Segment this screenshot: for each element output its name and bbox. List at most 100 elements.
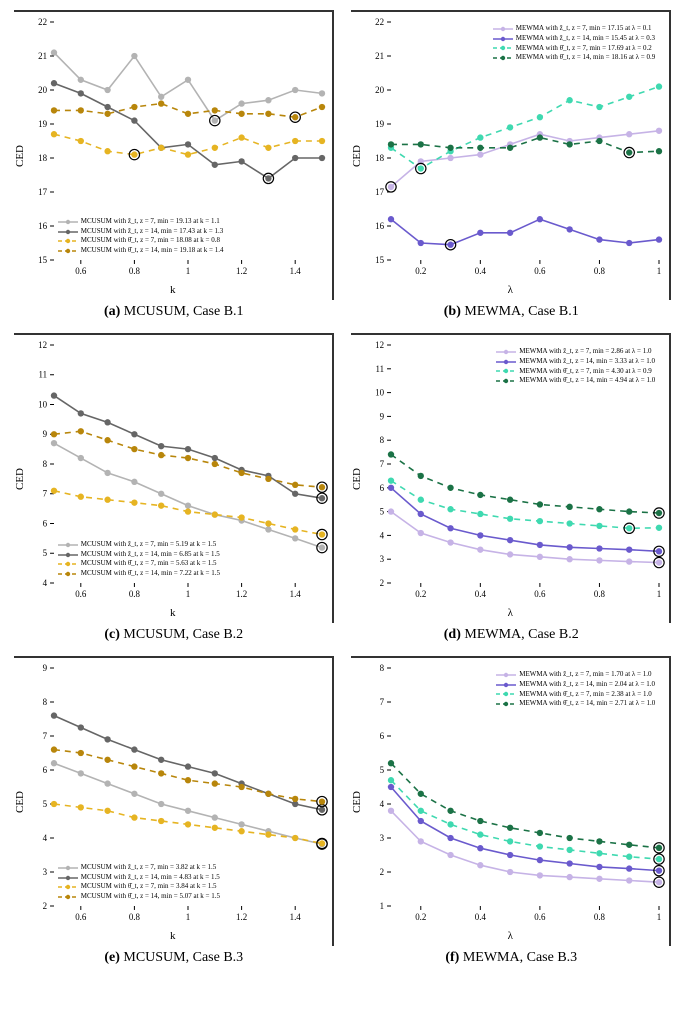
legend-item: MEWMA with ẑ_t, z = 14, min = 2.04 at λ … (496, 680, 655, 690)
svg-text:0.6: 0.6 (535, 912, 547, 922)
svg-text:22: 22 (38, 17, 47, 27)
legend-item: MEWMA with ẑ_t, z = 7, min = 17.15 at λ … (493, 24, 656, 34)
svg-text:0.6: 0.6 (75, 912, 87, 922)
svg-text:1.2: 1.2 (236, 589, 247, 599)
svg-text:4: 4 (42, 578, 47, 588)
svg-text:20: 20 (38, 85, 47, 95)
legend-label: MEWMA with θ̂_t, z = 14, min = 2.71 at λ… (519, 699, 655, 709)
chart-caption: (a) MCUSUM, Case B.1 (104, 304, 244, 320)
legend-label: MEWMA with ẑ_t, z = 7, min = 2.86 at λ =… (519, 347, 651, 357)
legend-item: MCUSUM with θ̂_t, z = 7, min = 5.63 at k… (58, 559, 220, 569)
x-axis-label: λ (508, 607, 513, 619)
svg-text:0.8: 0.8 (594, 266, 606, 276)
svg-text:12: 12 (375, 340, 384, 350)
svg-text:10: 10 (38, 399, 47, 409)
chart-cell-a: 15161718192021220.60.811.21.4CEDkMCUSUM … (10, 10, 338, 328)
legend-label: MEWMA with θ̂_t, z = 14, min = 4.94 at λ… (519, 376, 655, 386)
svg-text:11: 11 (376, 364, 385, 374)
svg-text:4: 4 (380, 530, 385, 540)
chart-cell-b: 15161718192021220.20.40.60.81CEDλMEWMA w… (348, 10, 676, 328)
svg-text:17: 17 (375, 187, 384, 197)
svg-text:8: 8 (380, 435, 385, 445)
legend: MCUSUM with ẑ_t, z = 7, min = 3.82 at k … (58, 863, 220, 902)
svg-text:0.4: 0.4 (475, 266, 487, 276)
svg-text:6: 6 (42, 765, 47, 775)
svg-text:0.6: 0.6 (75, 589, 87, 599)
legend-item: MCUSUM with ẑ_t, z = 14, min = 6.85 at k… (58, 550, 220, 560)
svg-text:0.8: 0.8 (129, 589, 141, 599)
svg-text:9: 9 (42, 429, 47, 439)
chart-panel: 234567890.60.811.21.4CEDkMCUSUM with ẑ_t… (14, 656, 334, 946)
y-axis-label: CED (14, 791, 26, 813)
svg-text:3: 3 (380, 554, 385, 564)
legend: MEWMA with ẑ_t, z = 7, min = 17.15 at λ … (493, 24, 656, 63)
svg-text:1: 1 (657, 589, 661, 599)
svg-text:9: 9 (42, 663, 47, 673)
svg-text:5: 5 (380, 765, 385, 775)
legend-item: MEWMA with ẑ_t, z = 14, min = 3.33 at λ … (496, 357, 655, 367)
svg-text:9: 9 (380, 411, 385, 421)
svg-text:0.8: 0.8 (129, 266, 141, 276)
legend-item: MCUSUM with ẑ_t, z = 14, min = 4.83 at k… (58, 873, 220, 883)
chart-panel: 123456780.20.40.60.81CEDλMEWMA with ẑ_t,… (351, 656, 671, 946)
legend-label: MEWMA with θ̂_t, z = 7, min = 4.30 at λ … (519, 367, 652, 377)
svg-text:8: 8 (380, 663, 385, 673)
svg-text:7: 7 (380, 697, 385, 707)
chart-caption: (e) MCUSUM, Case B.3 (104, 950, 243, 966)
svg-text:4: 4 (380, 799, 385, 809)
svg-text:3: 3 (42, 867, 47, 877)
legend-item: MCUSUM with ẑ_t, z = 14, min = 17.43 at … (58, 227, 224, 237)
legend-label: MCUSUM with ẑ_t, z = 7, min = 3.82 at k … (81, 863, 217, 873)
svg-text:10: 10 (375, 388, 384, 398)
svg-text:0.2: 0.2 (415, 912, 426, 922)
svg-text:0.6: 0.6 (535, 266, 547, 276)
svg-text:0.4: 0.4 (475, 589, 487, 599)
svg-text:7: 7 (42, 489, 47, 499)
legend-item: MCUSUM with ẑ_t, z = 7, min = 19.13 at k… (58, 217, 224, 227)
svg-text:2: 2 (380, 578, 384, 588)
svg-text:6: 6 (380, 731, 385, 741)
svg-text:17: 17 (38, 187, 47, 197)
legend-item: MCUSUM with ẑ_t, z = 7, min = 3.82 at k … (58, 863, 220, 873)
legend-label: MCUSUM with θ̂_t, z = 7, min = 3.84 at k… (81, 882, 217, 892)
svg-text:6: 6 (42, 518, 47, 528)
svg-text:1.4: 1.4 (289, 912, 301, 922)
legend-item: MEWMA with ẑ_t, z = 7, min = 1.70 at λ =… (496, 670, 655, 680)
chart-caption: (c) MCUSUM, Case B.2 (104, 627, 243, 643)
svg-text:0.2: 0.2 (415, 266, 426, 276)
chart-caption: (f) MEWMA, Case B.3 (445, 950, 577, 966)
svg-text:0.6: 0.6 (535, 589, 547, 599)
legend-label: MCUSUM with θ̂_t, z = 14, min = 7.22 at … (81, 569, 220, 579)
svg-text:12: 12 (38, 340, 47, 350)
svg-text:22: 22 (375, 17, 384, 27)
legend-item: MEWMA with θ̂_t, z = 14, min = 4.94 at λ… (496, 376, 655, 386)
y-axis-label: CED (351, 791, 363, 813)
chart-caption: (b) MEWMA, Case B.1 (444, 304, 579, 320)
legend-item: MEWMA with θ̂_t, z = 14, min = 2.71 at λ… (496, 699, 655, 709)
legend-label: MCUSUM with ẑ_t, z = 14, min = 6.85 at k… (81, 550, 220, 560)
legend-item: MCUSUM with θ̂_t, z = 14, min = 19.18 at… (58, 246, 224, 256)
x-axis-label: k (170, 607, 176, 619)
y-axis-label: CED (351, 145, 363, 167)
legend-label: MCUSUM with ẑ_t, z = 14, min = 4.83 at k… (81, 873, 220, 883)
legend: MCUSUM with ẑ_t, z = 7, min = 5.19 at k … (58, 540, 220, 579)
svg-text:1: 1 (186, 266, 190, 276)
svg-text:2: 2 (380, 867, 384, 877)
legend-item: MEWMA with θ̂_t, z = 7, min = 17.69 at λ… (493, 44, 656, 54)
svg-text:5: 5 (42, 799, 47, 809)
legend-label: MEWMA with θ̂_t, z = 14, min = 18.16 at … (516, 53, 656, 63)
legend-label: MCUSUM with θ̂_t, z = 14, min = 5.07 at … (81, 892, 220, 902)
legend-item: MEWMA with θ̂_t, z = 7, min = 2.38 at λ … (496, 690, 655, 700)
chart-panel: 4567891011120.60.811.21.4CEDkMCUSUM with… (14, 333, 334, 623)
chart-cell-e: 234567890.60.811.21.4CEDkMCUSUM with ẑ_t… (10, 656, 338, 974)
svg-text:16: 16 (375, 221, 384, 231)
y-axis-label: CED (14, 468, 26, 490)
legend-label: MCUSUM with θ̂_t, z = 7, min = 5.63 at k… (81, 559, 217, 569)
legend: MEWMA with ẑ_t, z = 7, min = 2.86 at λ =… (496, 347, 655, 386)
chart-panel: 234567891011120.20.40.60.81CEDλMEWMA wit… (351, 333, 671, 623)
svg-text:8: 8 (42, 459, 47, 469)
legend-label: MEWMA with ẑ_t, z = 14, min = 15.45 at λ… (516, 34, 655, 44)
legend-label: MCUSUM with θ̂_t, z = 14, min = 19.18 at… (81, 246, 224, 256)
svg-text:1: 1 (657, 266, 661, 276)
svg-text:21: 21 (38, 51, 47, 61)
